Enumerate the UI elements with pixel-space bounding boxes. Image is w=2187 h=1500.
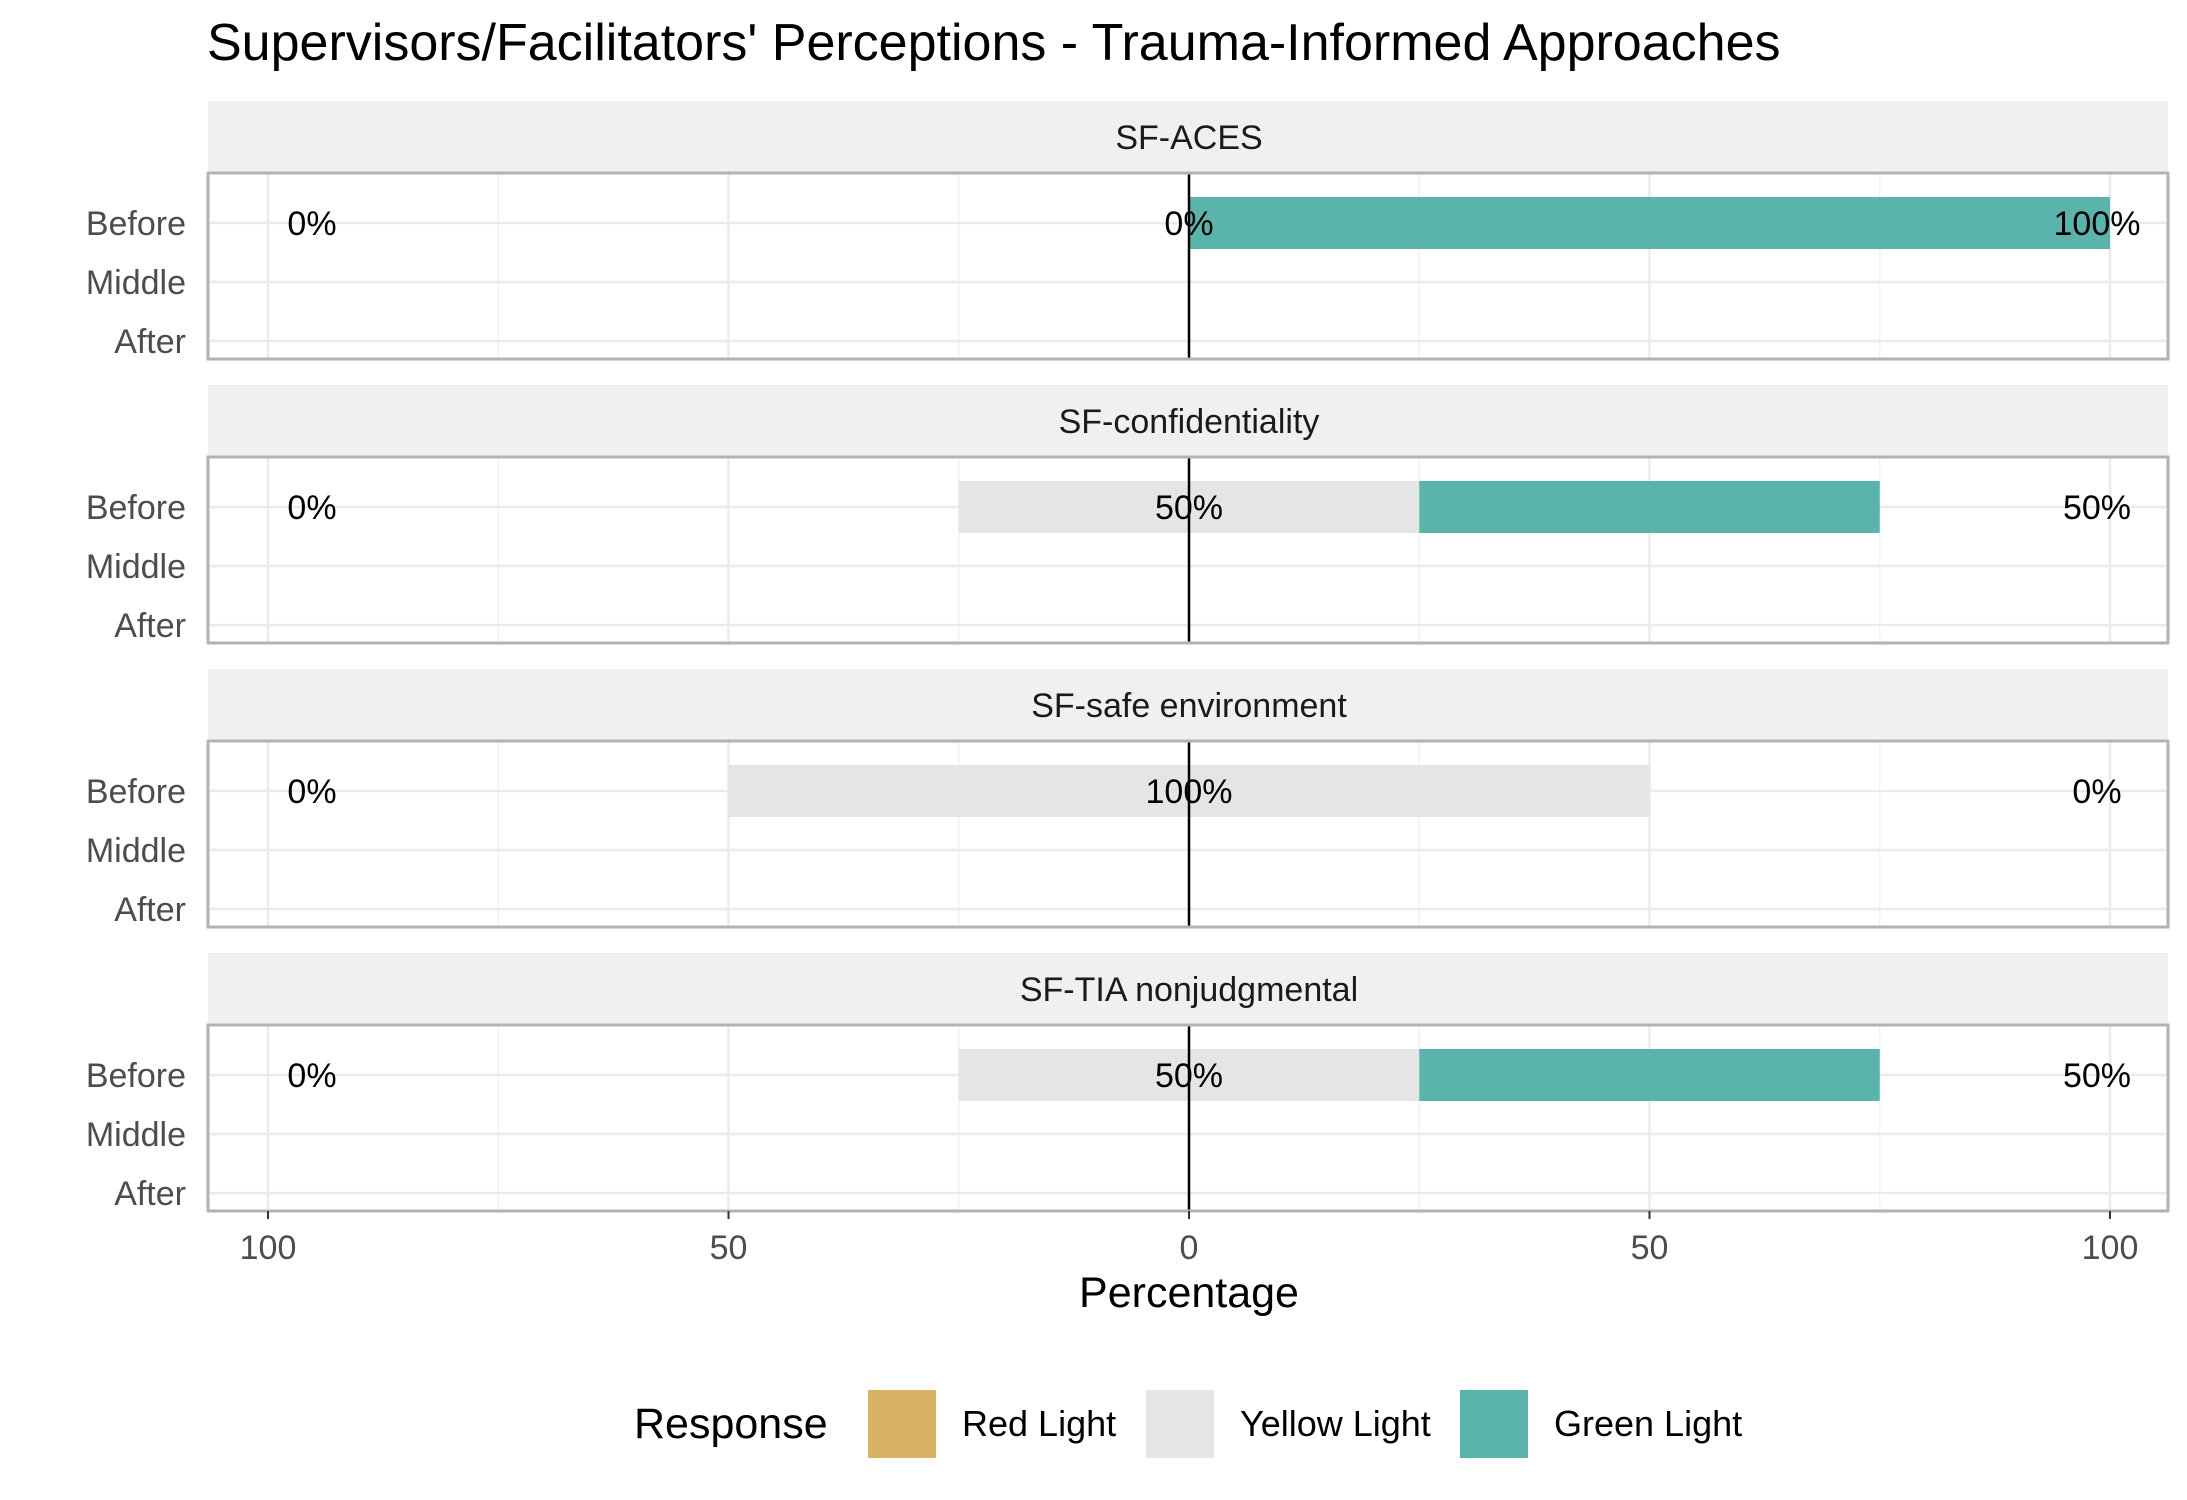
legend-key	[1460, 1390, 1528, 1458]
percent-label-right: 50%	[2063, 489, 2131, 527]
facet-strip-label: SF-ACES	[1115, 119, 1262, 157]
chart-title: Supervisors/Facilitators' Perceptions - …	[207, 14, 1780, 72]
x-axis-label: Percentage	[1079, 1269, 1299, 1317]
facet-strip	[208, 385, 2168, 457]
bar-green-light	[1419, 1049, 1880, 1101]
panel-border	[206, 455, 2170, 645]
bar-green-light	[1419, 481, 1880, 533]
legend-item: Yellow Light	[1146, 1390, 1431, 1458]
percent-label-center: 50%	[1155, 1057, 1223, 1095]
facet-strip-label: SF-safe environment	[1031, 687, 1347, 725]
x-tick-label: 100	[2082, 1229, 2139, 1267]
y-tick-label: After	[114, 891, 186, 929]
facet-strip-label: SF-confidentiality	[1059, 403, 1320, 441]
facet-strip-label: SF-TIA nonjudgmental	[1020, 971, 1358, 1009]
x-tick-label: 0	[1180, 1229, 1199, 1267]
panel-border	[206, 171, 2170, 361]
percent-label-right: 50%	[2063, 1057, 2131, 1095]
percent-label-left: 0%	[287, 773, 336, 811]
percent-label-left: 0%	[287, 489, 336, 527]
percent-label-left: 0%	[287, 1057, 336, 1095]
legend: Response Red Light Yellow Light Green Light	[634, 1390, 1742, 1458]
y-tick-label: Middle	[86, 1116, 186, 1154]
y-tick-label: Middle	[86, 832, 186, 870]
legend-key	[1146, 1390, 1214, 1458]
percent-label-left: 0%	[287, 205, 336, 243]
legend-title: Response	[634, 1400, 828, 1448]
legend-label: Green Light	[1554, 1403, 1742, 1444]
x-tick-label: 50	[710, 1229, 748, 1267]
y-tick-label: Middle	[86, 264, 186, 302]
y-tick-label: Before	[86, 489, 186, 527]
facet-strip	[208, 101, 2168, 173]
legend-item: Green Light	[1460, 1390, 1742, 1458]
legend-item: Red Light	[868, 1390, 1116, 1458]
y-tick-label: Before	[86, 773, 186, 811]
facet-strip	[208, 669, 2168, 741]
y-tick-label: After	[114, 1175, 186, 1213]
facet-strip	[208, 953, 2168, 1025]
y-tick-label: After	[114, 323, 186, 361]
legend-label: Red Light	[962, 1403, 1116, 1444]
facet-panel: SF-safe environment 0% 100% 0% Before Middle A…	[86, 669, 2170, 929]
facet-panel: SF-ACES 0% 0% 100% Before Middle After	[86, 101, 2170, 361]
facet-panel: SF-TIA nonjudgmental 0% 50% 50% Before Middle…	[86, 953, 2170, 1213]
y-tick-label: After	[114, 607, 186, 645]
panel-border	[206, 739, 2170, 929]
x-tick-label: 100	[240, 1229, 297, 1267]
percent-label-right: 0%	[2072, 773, 2121, 811]
bar-green-light	[1189, 197, 2110, 249]
percent-label-center: 0%	[1164, 205, 1213, 243]
facet-panel: SF-confidentiality 0% 50% 50% Before Middle Af…	[86, 385, 2170, 645]
legend-label: Yellow Light	[1240, 1403, 1431, 1444]
x-axis: 100 50 0 50 100	[240, 1211, 2139, 1267]
y-tick-label: Middle	[86, 548, 186, 586]
percent-label-right: 100%	[2054, 205, 2141, 243]
y-tick-label: Before	[86, 1057, 186, 1095]
legend-key	[868, 1390, 936, 1458]
x-tick-label: 50	[1631, 1229, 1669, 1267]
percent-label-center: 50%	[1155, 489, 1223, 527]
percent-label-center: 100%	[1146, 773, 1233, 811]
y-tick-label: Before	[86, 205, 186, 243]
